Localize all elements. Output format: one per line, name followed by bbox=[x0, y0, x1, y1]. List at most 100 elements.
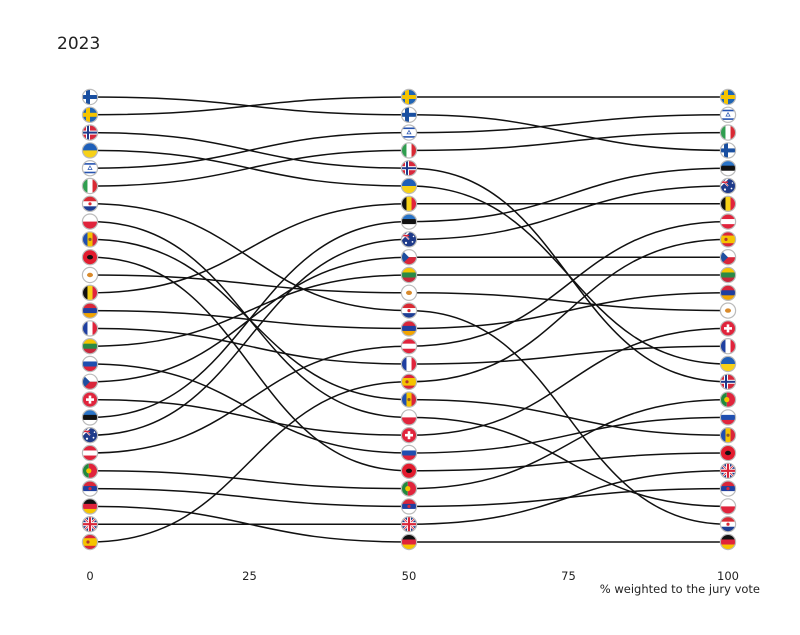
flag-serbia bbox=[400, 498, 418, 515]
flag-estonia bbox=[400, 213, 418, 230]
flag-markers bbox=[81, 88, 737, 551]
flag-spain bbox=[81, 533, 99, 551]
flag-australia bbox=[81, 427, 99, 444]
flag-finland bbox=[719, 142, 737, 159]
flag-germany bbox=[400, 533, 418, 551]
x-tick-label: 50 bbox=[402, 569, 417, 583]
x-tick-label: 0 bbox=[86, 569, 93, 583]
flag-poland bbox=[400, 409, 418, 426]
flag-spain bbox=[400, 373, 418, 390]
flag-portugal bbox=[719, 391, 737, 408]
flag-italy bbox=[81, 177, 99, 195]
flag-slovenia bbox=[719, 409, 737, 426]
line-albania bbox=[89, 256, 729, 472]
flag-cyprus bbox=[400, 284, 418, 301]
line-ukraine bbox=[89, 149, 729, 365]
flag-sweden bbox=[81, 106, 99, 124]
line-moldova bbox=[89, 238, 729, 436]
flag-albania bbox=[719, 444, 737, 462]
flag-sweden bbox=[719, 88, 737, 106]
flag-germany bbox=[81, 498, 99, 515]
flag-france bbox=[719, 338, 737, 355]
flag-albania bbox=[400, 462, 418, 479]
flag-belgium bbox=[400, 195, 418, 212]
flag-france bbox=[81, 320, 99, 337]
flag-israel bbox=[719, 106, 737, 124]
flag-serbia bbox=[719, 480, 737, 497]
flag-albania bbox=[81, 249, 99, 266]
flag-slovenia bbox=[81, 355, 99, 373]
flag-switzerland bbox=[719, 320, 737, 337]
flag-column-50 bbox=[400, 88, 418, 551]
line-estonia bbox=[89, 167, 729, 419]
flag-ukraine bbox=[719, 355, 737, 373]
flag-armenia bbox=[719, 284, 737, 301]
flag-poland bbox=[81, 213, 99, 230]
flag-serbia bbox=[81, 480, 99, 497]
x-tick-label: 100 bbox=[717, 569, 739, 583]
flag-united-kingdom bbox=[719, 462, 737, 479]
flag-lithuania bbox=[81, 338, 99, 355]
flag-cyprus bbox=[81, 266, 99, 284]
flag-australia bbox=[400, 231, 418, 248]
line-belgium bbox=[89, 203, 728, 294]
line-croatia bbox=[89, 203, 729, 525]
flag-united-kingdom bbox=[81, 516, 99, 533]
flag-lithuania bbox=[719, 266, 737, 284]
flag-portugal bbox=[400, 480, 418, 497]
flag-moldova bbox=[81, 231, 99, 248]
flag-finland bbox=[81, 88, 99, 106]
flag-austria bbox=[81, 444, 99, 462]
flag-finland bbox=[400, 106, 418, 124]
flag-column-0 bbox=[81, 88, 99, 551]
flag-estonia bbox=[81, 409, 99, 426]
flag-column-100 bbox=[719, 88, 737, 551]
x-axis-label: % weighted to the jury vote bbox=[600, 582, 760, 596]
x-tick-label: 75 bbox=[561, 569, 576, 583]
x-tick-label: 25 bbox=[242, 569, 257, 583]
flag-united-kingdom bbox=[400, 516, 418, 533]
flag-armenia bbox=[81, 302, 99, 319]
flag-belgium bbox=[719, 195, 737, 212]
flag-austria bbox=[719, 213, 737, 230]
flag-moldova bbox=[719, 427, 737, 444]
flag-lithuania bbox=[400, 266, 418, 284]
flag-slovenia bbox=[400, 444, 418, 462]
flag-ukraine bbox=[81, 142, 99, 159]
flag-france bbox=[400, 355, 418, 373]
flag-czechia bbox=[719, 249, 737, 266]
flag-moldova bbox=[400, 391, 418, 408]
flag-norway bbox=[719, 373, 737, 390]
flag-switzerland bbox=[400, 427, 418, 444]
flag-germany bbox=[719, 533, 737, 551]
flag-portugal bbox=[81, 462, 99, 479]
x-axis: 0 25 50 75 100 bbox=[86, 569, 739, 583]
flag-ukraine bbox=[400, 177, 418, 195]
flag-croatia bbox=[719, 516, 737, 533]
flag-armenia bbox=[400, 320, 418, 337]
flag-estonia bbox=[719, 159, 737, 177]
flag-australia bbox=[719, 177, 737, 195]
flag-czechia bbox=[81, 373, 99, 390]
flag-norway bbox=[81, 124, 99, 141]
flag-switzerland bbox=[81, 391, 99, 408]
flag-poland bbox=[719, 498, 737, 515]
flag-croatia bbox=[81, 195, 99, 212]
flag-croatia bbox=[400, 302, 418, 319]
line-norway bbox=[89, 131, 729, 383]
flag-belgium bbox=[81, 284, 99, 301]
flag-israel bbox=[81, 159, 99, 177]
flag-norway bbox=[400, 159, 418, 177]
flag-czechia bbox=[400, 249, 418, 266]
flag-cyprus bbox=[719, 302, 737, 319]
flag-israel bbox=[400, 124, 418, 141]
flag-austria bbox=[400, 338, 418, 355]
chart-title: 2023 bbox=[57, 34, 101, 54]
flag-italy bbox=[400, 142, 418, 159]
line-australia bbox=[89, 185, 729, 436]
rank-lines bbox=[89, 96, 729, 543]
flag-italy bbox=[719, 124, 737, 141]
flag-spain bbox=[719, 231, 737, 248]
flag-sweden bbox=[400, 88, 418, 106]
